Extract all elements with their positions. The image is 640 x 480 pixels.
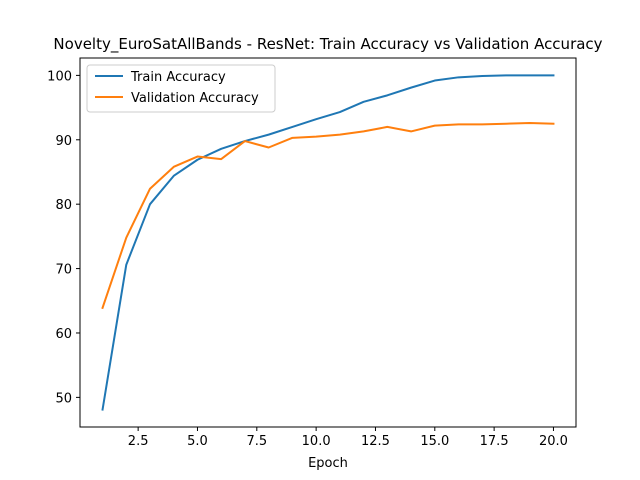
legend-box xyxy=(86,64,276,113)
x-tick-label: 20.0 xyxy=(539,434,568,449)
y-tick-label: 60 xyxy=(55,327,72,342)
x-tick-label: 2.5 xyxy=(128,434,149,449)
legend-label-validation-accuracy: Validation Accuracy xyxy=(131,91,259,106)
x-axis-title: Epoch xyxy=(308,456,348,471)
x-tick-label: 7.5 xyxy=(246,434,267,449)
legend: Train Accuracy Validation Accuracy xyxy=(86,64,276,113)
x-tick-label: 15.0 xyxy=(420,434,449,449)
y-tick-label: 90 xyxy=(55,134,72,149)
x-tick-label: 17.5 xyxy=(480,434,509,449)
x-tick-label: 12.5 xyxy=(361,434,390,449)
y-tick-label: 100 xyxy=(47,69,72,84)
y-axis: 50 60 70 80 90 100 xyxy=(47,69,80,406)
plot-frame xyxy=(79,57,577,428)
x-tick-label: 10.0 xyxy=(302,434,331,449)
y-tick-label: 70 xyxy=(55,263,72,278)
series-line-train-accuracy xyxy=(101,74,555,411)
x-tick-label: 5.0 xyxy=(187,434,208,449)
legend-label-train-accuracy: Train Accuracy xyxy=(130,70,226,85)
series-line-validation-accuracy xyxy=(101,122,555,310)
chart-title: Novelty_EuroSatAllBands - ResNet: Train … xyxy=(53,35,602,54)
y-tick-label: 50 xyxy=(55,391,72,406)
series-layer xyxy=(101,74,555,411)
y-tick-label: 80 xyxy=(55,198,72,213)
x-axis: 2.5 5.0 7.5 10.0 12.5 15.0 17.5 20.0 xyxy=(128,427,568,449)
